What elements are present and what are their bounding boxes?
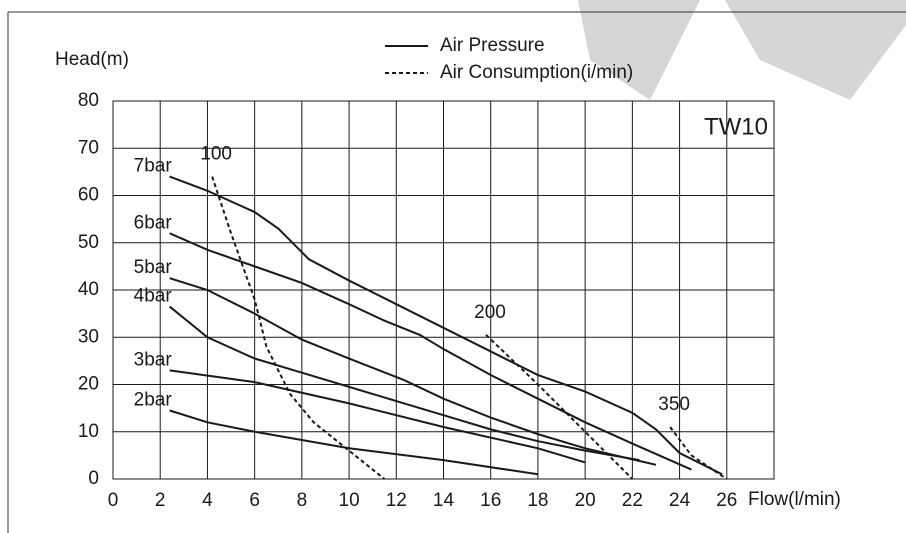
curve — [169, 277, 657, 466]
curve-label: 100 — [200, 144, 232, 165]
x-axis-title: Flow(l/min) — [748, 489, 841, 510]
watermark — [725, 0, 906, 100]
curve — [485, 334, 634, 480]
y-tick-label: 80 — [78, 90, 99, 111]
x-tick-label: 0 — [108, 490, 119, 511]
y-tick-label: 10 — [78, 421, 99, 442]
curve — [169, 369, 586, 464]
curve — [669, 426, 728, 480]
x-tick-label: 26 — [716, 490, 737, 511]
x-tick-label: 2 — [155, 490, 166, 511]
x-tick-label: 12 — [386, 490, 407, 511]
y-tick-label: 50 — [78, 232, 99, 253]
y-tick-label: 20 — [78, 374, 99, 395]
x-tick-label: 24 — [669, 490, 691, 511]
curve — [169, 232, 692, 471]
x-tick-label: 22 — [622, 490, 643, 511]
x-tick-label: 20 — [575, 490, 596, 511]
x-tick-label: 4 — [202, 490, 213, 511]
y-tick-label: 60 — [78, 185, 99, 206]
curve-label: 7bar — [134, 156, 173, 177]
watermark — [578, 0, 700, 100]
y-tick-label: 40 — [78, 279, 99, 300]
x-tick-label: 6 — [249, 490, 260, 511]
curve-label: 6bar — [134, 212, 173, 233]
legend-label: Air Consumption(i/min) — [440, 62, 633, 83]
curve — [169, 305, 640, 462]
model-label: TW10 — [704, 113, 768, 140]
x-tick-label: 18 — [527, 490, 548, 511]
x-tick-label: 10 — [339, 490, 360, 511]
curve-label: 4bar — [134, 286, 173, 307]
curve — [169, 175, 723, 476]
x-tick-label: 14 — [433, 490, 455, 511]
curve-label: 3bar — [134, 349, 173, 370]
y-axis-title: Head(m) — [55, 49, 129, 70]
curve-label: 350 — [658, 394, 690, 415]
y-tick-label: 70 — [78, 137, 99, 158]
curve-label: 5bar — [134, 257, 173, 278]
curve — [169, 409, 539, 476]
legend-label: Air Pressure — [440, 35, 545, 56]
x-tick-label: 16 — [480, 490, 501, 511]
x-tick-label: 8 — [297, 490, 308, 511]
y-tick-label: 30 — [78, 326, 99, 347]
curve-label: 200 — [474, 302, 506, 323]
y-tick-label: 0 — [88, 468, 99, 489]
curve-label: 2bar — [134, 390, 173, 411]
curve — [211, 176, 386, 480]
